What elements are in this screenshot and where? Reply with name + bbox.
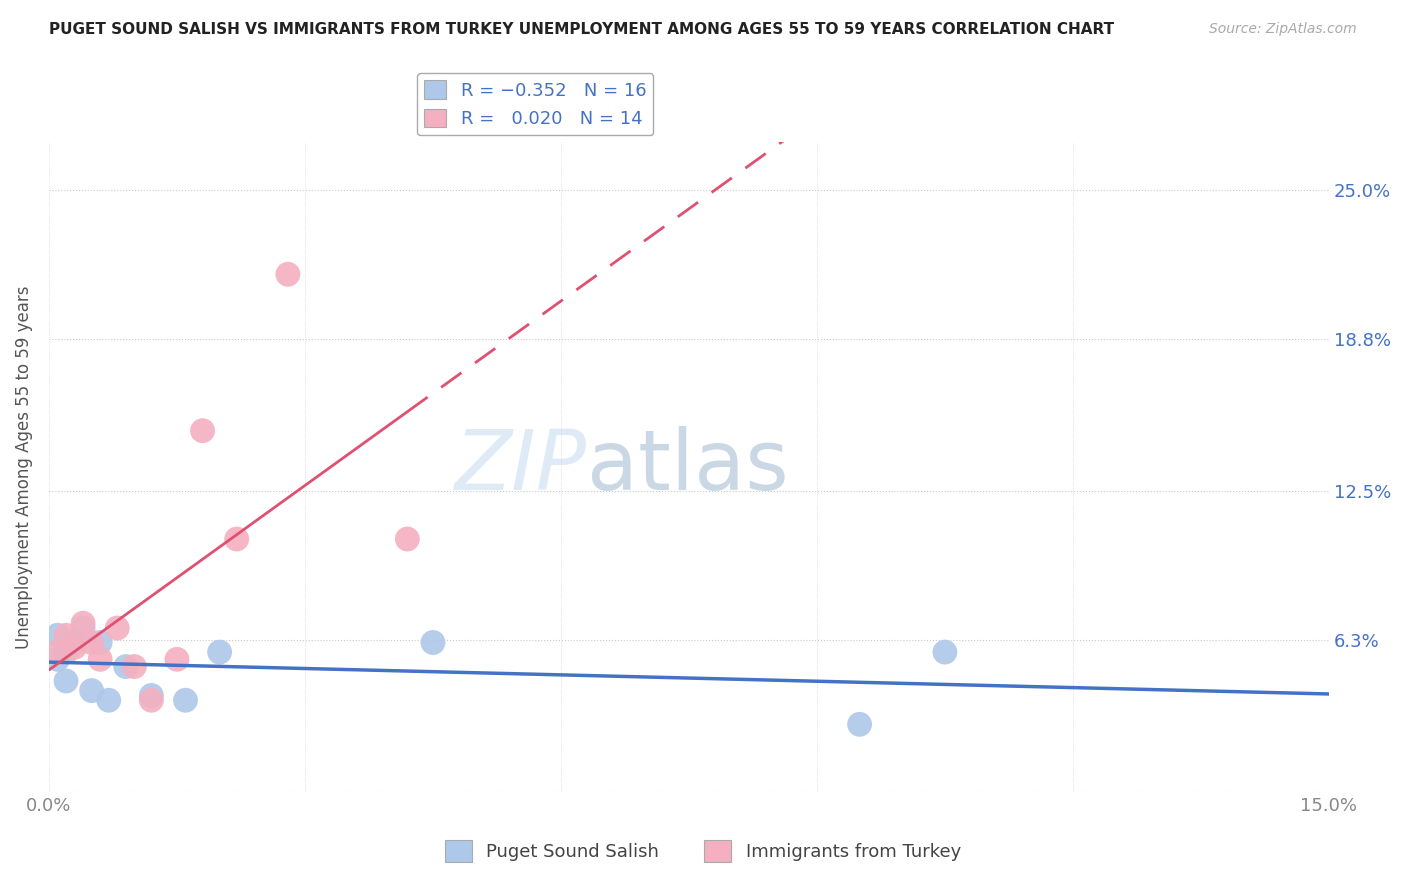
Point <box>277 267 299 281</box>
Point <box>80 635 103 649</box>
Point <box>225 532 247 546</box>
Point <box>166 652 188 666</box>
Point <box>46 652 69 666</box>
Point <box>191 424 214 438</box>
Point <box>848 717 870 731</box>
Point <box>105 621 128 635</box>
Legend: R = −0.352   N = 16, R =   0.020   N = 14: R = −0.352 N = 16, R = 0.020 N = 14 <box>418 73 654 135</box>
Point <box>141 693 163 707</box>
Point <box>55 628 77 642</box>
Legend: Puget Sound Salish, Immigrants from Turkey: Puget Sound Salish, Immigrants from Turk… <box>437 833 969 870</box>
Point <box>46 645 69 659</box>
Point <box>72 616 94 631</box>
Text: atlas: atlas <box>586 426 789 508</box>
Point <box>46 628 69 642</box>
Point <box>396 532 419 546</box>
Point <box>72 621 94 635</box>
Text: Source: ZipAtlas.com: Source: ZipAtlas.com <box>1209 22 1357 37</box>
Text: PUGET SOUND SALISH VS IMMIGRANTS FROM TURKEY UNEMPLOYMENT AMONG AGES 55 TO 59 YE: PUGET SOUND SALISH VS IMMIGRANTS FROM TU… <box>49 22 1115 37</box>
Point <box>89 635 111 649</box>
Text: ZIP: ZIP <box>454 426 586 508</box>
Point <box>114 659 136 673</box>
Point <box>141 689 163 703</box>
Point <box>63 635 86 649</box>
Point <box>174 693 197 707</box>
Point <box>80 683 103 698</box>
Point <box>55 673 77 688</box>
Point <box>422 635 444 649</box>
Y-axis label: Unemployment Among Ages 55 to 59 years: Unemployment Among Ages 55 to 59 years <box>15 285 32 648</box>
Point <box>208 645 231 659</box>
Point <box>934 645 956 659</box>
Point <box>55 645 77 659</box>
Point <box>124 659 146 673</box>
Point <box>89 652 111 666</box>
Point <box>63 640 86 655</box>
Point <box>97 693 120 707</box>
